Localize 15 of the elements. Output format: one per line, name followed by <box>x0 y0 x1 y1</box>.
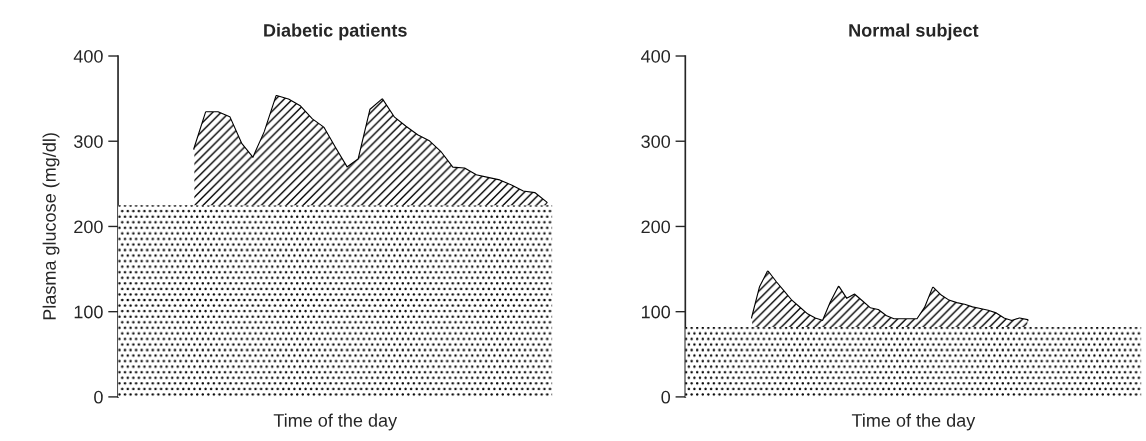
y-tick-label: 400 <box>73 49 103 63</box>
y-tick-label: 100 <box>641 305 671 319</box>
y-tick-label: 100 <box>74 305 103 319</box>
y-tick-label: 300 <box>74 135 103 148</box>
x-axis-title: Time of the day <box>273 413 398 431</box>
chart-title: Normal subject <box>849 23 979 41</box>
y-tick-label: 0 <box>94 390 103 404</box>
x-axis-title: Time of the day <box>851 413 976 431</box>
y-tick-label: 400 <box>641 49 671 63</box>
y-tick-label: 200 <box>641 220 671 234</box>
y-tick-label: 300 <box>641 135 671 148</box>
chart-title: Diabetic patients <box>264 23 407 41</box>
y-tick-label: 0 <box>661 390 671 404</box>
y-tick-label: 200 <box>74 220 103 234</box>
y-axis-title: Plasma glucose (mg/dl) <box>42 133 60 320</box>
